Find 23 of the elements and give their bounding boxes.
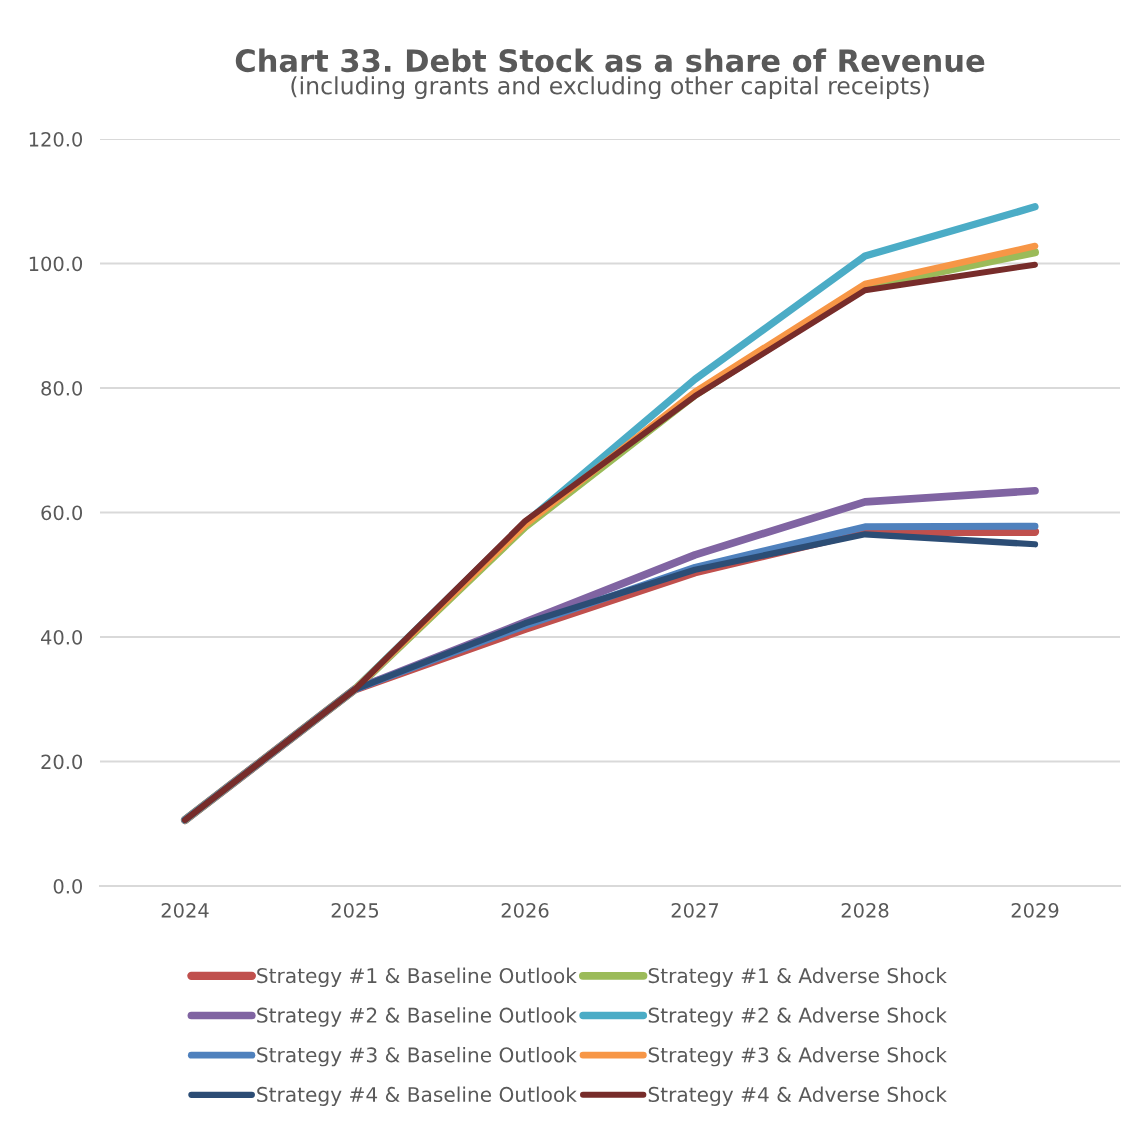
x-tick-label: 2025	[331, 903, 379, 918]
legend-label: Strategy #3 & Adverse Shock	[648, 1046, 947, 1067]
legend-label: Strategy #4 & Adverse Shock	[648, 1086, 947, 1106]
legend-label: Strategy #2 & Adverse Shock	[648, 1007, 947, 1027]
chart-subtitle: (including grants and excluding other capital receipts)	[291, 76, 929, 100]
y-tick-label: 80.0	[41, 380, 83, 396]
chart-title: Chart 33. Debt Stock as a share of Revenue	[235, 48, 985, 73]
x-tick-label: 2028	[841, 903, 889, 918]
x-tick-label: 2029	[1011, 903, 1059, 918]
x-tick-label: 2026	[501, 903, 549, 918]
y-tick-label: 0.0	[53, 878, 83, 894]
y-tick-label: 60.0	[41, 505, 83, 521]
x-tick-label: 2024	[161, 903, 209, 918]
y-tick-label: 120.0	[29, 131, 83, 147]
x-tick-label: 2027	[671, 903, 719, 918]
legend-label: Strategy #1 & Baseline Outlook	[257, 967, 577, 988]
legend-label: Strategy #2 & Baseline Outlook	[257, 1007, 577, 1027]
legend-label: Strategy #1 & Adverse Shock	[648, 967, 947, 988]
y-tick-label: 20.0	[41, 754, 83, 770]
y-tick-label: 100.0	[29, 256, 83, 272]
legend-label: Strategy #4 & Baseline Outlook	[257, 1086, 577, 1106]
legend-label: Strategy #3 & Baseline Outlook	[257, 1046, 577, 1067]
y-tick-label: 40.0	[40, 629, 83, 645]
